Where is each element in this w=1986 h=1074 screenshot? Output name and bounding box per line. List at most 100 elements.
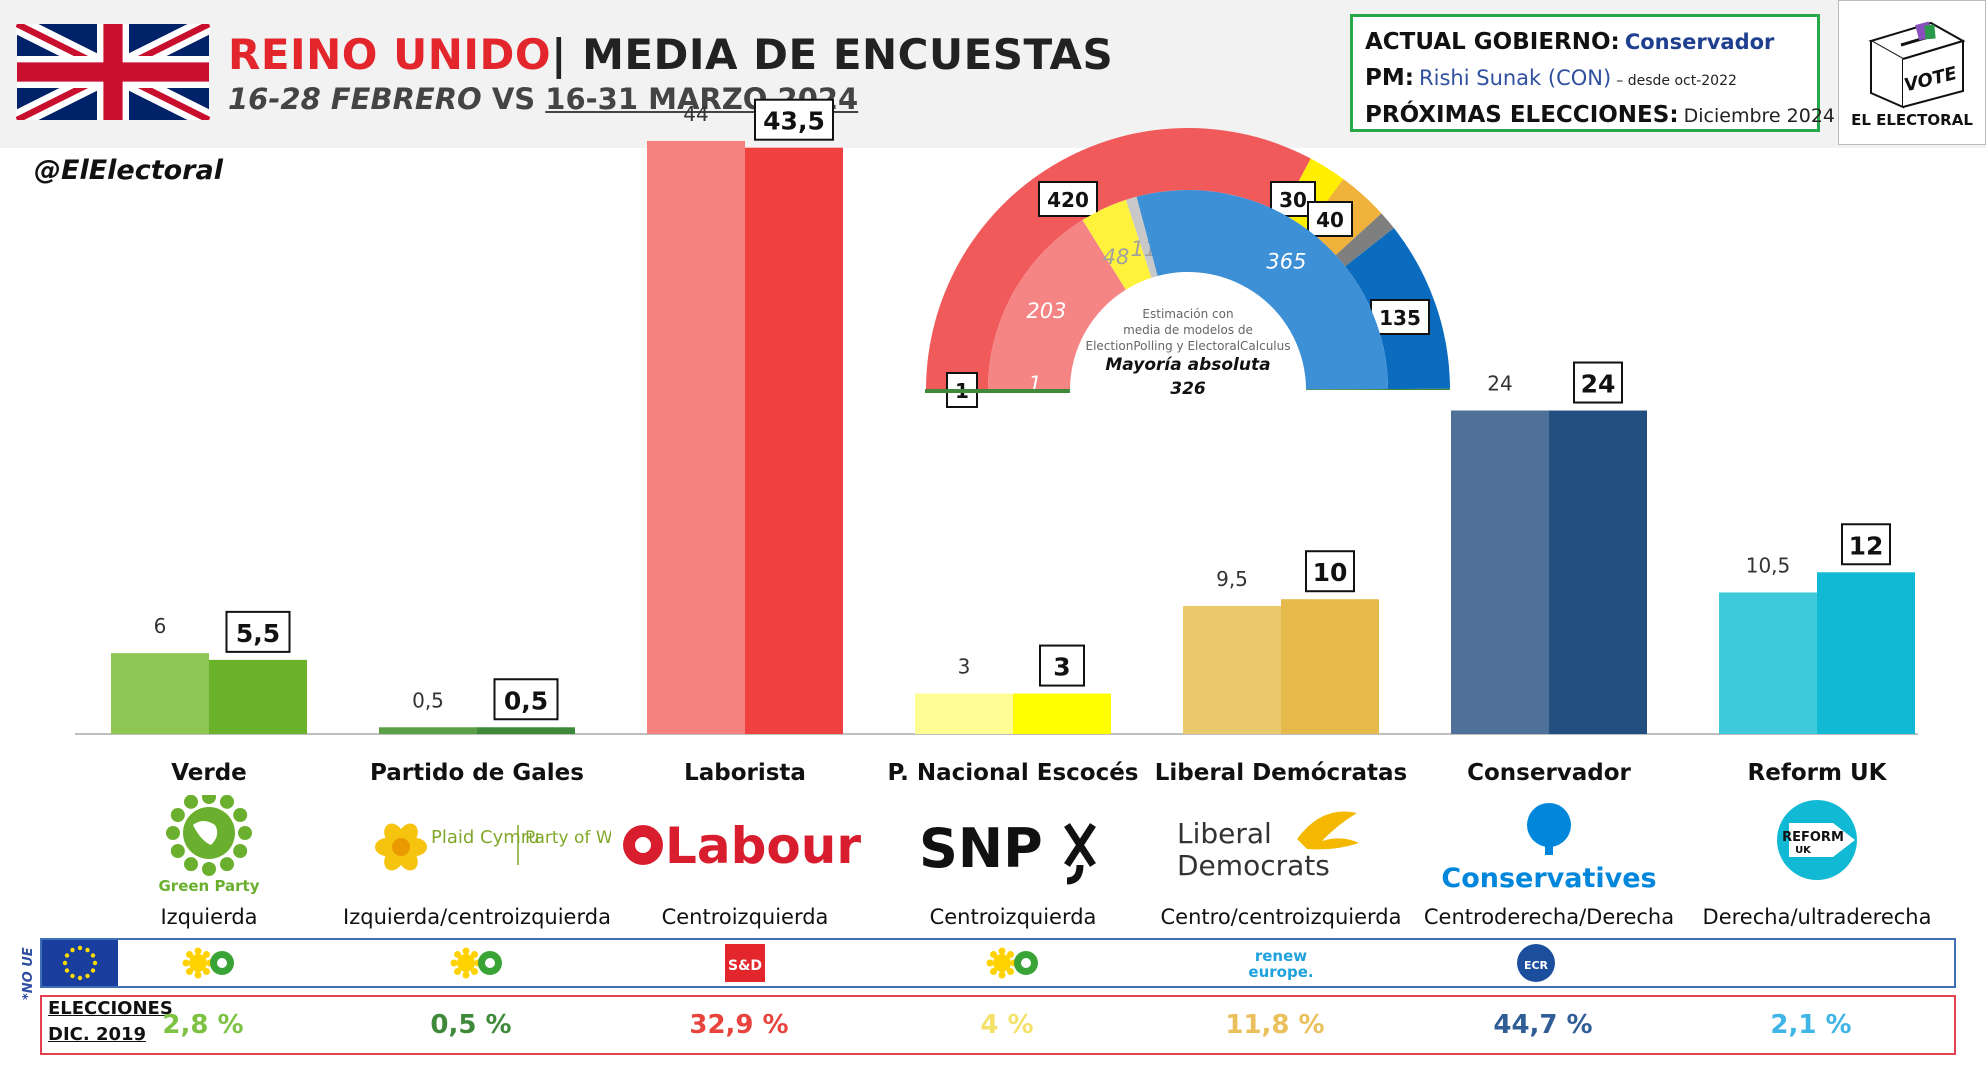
elections-value: Diciembre 2024 (1683, 105, 1835, 127)
bar-curr-1 (477, 727, 575, 734)
hemi-inner-seg-4 (1305, 388, 1388, 390)
party-ideology-5: Centroderecha/Derecha (1423, 905, 1675, 929)
ecr-icon-5: ECR (1517, 944, 1555, 982)
hemi-outer-seg-3 (1335, 213, 1394, 267)
page-title: REINO UNIDO| MEDIA DE ENCUESTAS (228, 30, 1113, 79)
bar-prev-5 (1451, 410, 1549, 734)
elections-label: PRÓXIMAS ELECCIONES: (1365, 102, 1679, 128)
eu-group-row (40, 938, 1956, 988)
bar-label-box-2 (754, 98, 834, 141)
bar-label-box-5 (1573, 361, 1623, 404)
conservatives-text: Conservatives (1441, 863, 1656, 894)
bar-label-curr-1: 0,5 (504, 686, 548, 715)
party-name-3: P. Nacional Escocés (887, 760, 1139, 786)
s-and-d-icon-2: S&D (725, 944, 765, 982)
greens-efa-icon-3 (986, 947, 1038, 979)
bar-prev-1 (379, 727, 477, 734)
renew-text-a: renew (1255, 947, 1307, 965)
bar-label-box-4 (1305, 550, 1355, 593)
party-ideology-4: Centro/centroizquierda (1160, 905, 1402, 929)
bar-label-prev-2: 44 (683, 102, 708, 126)
elections-label-line-1: ELECCIONES (48, 998, 173, 1019)
party-name-0: Verde (171, 760, 247, 786)
elections-2019-label: ELECCIONES DIC. 2019 (48, 996, 173, 1048)
result-2019-4: 11,8 % (1225, 1010, 1325, 1040)
party-ideology-1: Izquierda/centroizquierda (343, 905, 611, 929)
result-2019-6: 2,1 % (1770, 1010, 1852, 1040)
hemi-inner-seg-2 (1126, 196, 1158, 278)
twitter-handle: @ElElectoral (34, 155, 223, 186)
hemi-inner-seg-1 (1082, 199, 1152, 290)
bar-label-prev-0: 6 (154, 614, 167, 638)
bar-label-prev-3: 3 (958, 655, 971, 679)
result-2019-2: 32,9 % (689, 1010, 789, 1040)
hemi-outer-label-box-0 (1038, 181, 1098, 217)
party-name-6: Reform UK (1747, 760, 1887, 786)
bar-curr-5 (1549, 410, 1647, 734)
plaid-text: Plaid Cymru (431, 827, 540, 848)
party-ideology-6: Derecha/ultraderecha (1702, 905, 1932, 929)
bar-label-prev-6: 10,5 (1746, 553, 1791, 577)
bar-label-prev-1: 0,5 (412, 688, 444, 712)
bar-label-curr-5: 24 (1581, 370, 1616, 399)
bar-label-prev-4: 9,5 (1216, 567, 1248, 591)
hemi-inner-label-1: 48 (1103, 245, 1130, 269)
result-2019-0: 2,8 % (162, 1010, 244, 1040)
snp-icon: SNP (879, 795, 1147, 895)
subtitle-vs: VS (491, 82, 536, 116)
bar-label-box-3 (1039, 644, 1085, 687)
bar-prev-4 (1183, 605, 1281, 734)
result-2019-5: 44,7 % (1493, 1010, 1593, 1040)
green-party-text: Green Party (158, 877, 259, 895)
greens-efa-icon-0 (182, 947, 234, 979)
title-country: REINO UNIDO (228, 30, 552, 79)
no-ue-text: *NO UE (21, 947, 36, 1000)
majority-label: Mayoría absoluta (1105, 355, 1270, 375)
hemi-inner-label-0: 203 (1026, 299, 1066, 323)
hemi-inner-seg-3 (1136, 190, 1388, 390)
government-info-box: ACTUAL GOBIERNO: Conservador PM: Rishi S… (1350, 14, 1835, 132)
s-and-d-text: S&D (728, 958, 762, 974)
bar-curr-4 (1281, 599, 1379, 734)
bar-prev-6 (1719, 592, 1817, 734)
party-ideology-2: Centroizquierda (661, 905, 829, 929)
hemi-note-line-1: media de modelos de (1123, 323, 1253, 337)
libdem-text-a: Liberal (1177, 817, 1272, 850)
el-electoral-logo: VOTE EL ELECTORAL (1838, 0, 1986, 145)
subtitle-period-a: 16-28 FEBRERO (228, 82, 482, 116)
bar-curr-0 (209, 659, 307, 734)
bar-curr-6 (1817, 572, 1915, 734)
green-party-icon-graphic: Green Party (158, 790, 260, 895)
labour-rose-icon: Labour (611, 795, 879, 895)
hemi-outer-seg-5 (1387, 388, 1450, 390)
snp-text: SNP (919, 817, 1043, 880)
green-party-icon: Green Party (75, 790, 343, 895)
result-2019-1: 0,5 % (430, 1010, 512, 1040)
renew-text-b: europe. (1248, 963, 1313, 981)
pm-value: Rishi Sunak (CON) (1419, 66, 1612, 90)
hemi-outer-label-4: 135 (1379, 306, 1421, 330)
bar-label-curr-0: 5,5 (236, 619, 280, 648)
greens-efa-icon-1 (450, 947, 502, 979)
elections-label-line-2: DIC. 2019 (48, 1024, 147, 1045)
party-ideology-3: Centroizquierda (929, 905, 1097, 929)
brand-name: EL ELECTORAL (1851, 111, 1973, 129)
majority-value: 326 (1170, 379, 1206, 399)
bar-chart: 6 5,5 0,5 0,5 44 43,5 3 3 9,5 10 24 24 10,5 12 420 30 4… (75, 98, 1918, 735)
result-2019-3: 4 % (980, 1010, 1034, 1040)
party-name-5: Conservador (1467, 760, 1631, 786)
ballot-box-icon: VOTE EL ELECTORAL (1851, 21, 1973, 129)
bar-curr-3 (1013, 693, 1111, 734)
bar-label-curr-4: 10 (1313, 558, 1348, 587)
ecr-text: ECR (1524, 959, 1549, 972)
hemi-note-line-2: ElectionPolling y ElectoralCalculus (1085, 339, 1290, 353)
no-ue-label: *NO UE (21, 947, 36, 1000)
hemi-outer-label-2: 40 (1316, 208, 1344, 232)
bar-prev-3 (915, 693, 1013, 734)
bar-label-curr-6: 12 (1849, 531, 1884, 560)
eu-flag-icon (42, 940, 118, 986)
